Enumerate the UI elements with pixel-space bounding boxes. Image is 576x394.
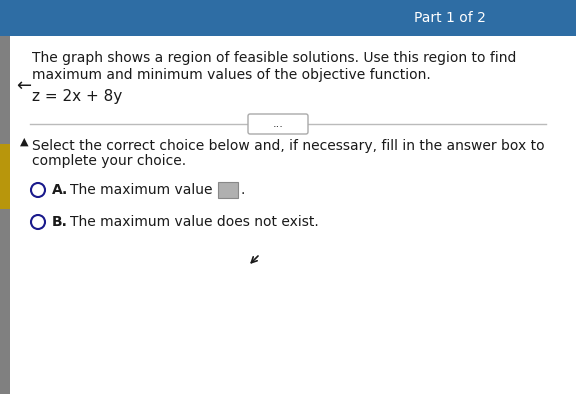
- Bar: [0, 0, 576, 36]
- Text: ▲: ▲: [20, 137, 28, 147]
- Text: A.: A.: [52, 183, 68, 197]
- Text: z = 2x + 8y: z = 2x + 8y: [32, 89, 122, 104]
- Text: ...: ...: [272, 119, 283, 129]
- Text: complete your choice.: complete your choice.: [32, 154, 186, 168]
- Text: The graph shows a region of feasible solutions. Use this region to find: The graph shows a region of feasible sol…: [32, 51, 516, 65]
- Text: Part 1 of 2: Part 1 of 2: [414, 11, 486, 25]
- Text: maximum and minimum values of the objective function.: maximum and minimum values of the object…: [32, 68, 431, 82]
- Text: The maximum value is: The maximum value is: [70, 183, 228, 197]
- Bar: [218, 182, 238, 198]
- Text: B.: B.: [52, 215, 68, 229]
- Text: .: .: [241, 183, 245, 197]
- Text: ←: ←: [17, 77, 32, 95]
- FancyBboxPatch shape: [248, 114, 308, 134]
- Text: The maximum value does not exist.: The maximum value does not exist.: [70, 215, 319, 229]
- Bar: [0, 36, 10, 394]
- Bar: [0, 144, 10, 209]
- Text: Select the correct choice below and, if necessary, fill in the answer box to: Select the correct choice below and, if …: [32, 139, 545, 153]
